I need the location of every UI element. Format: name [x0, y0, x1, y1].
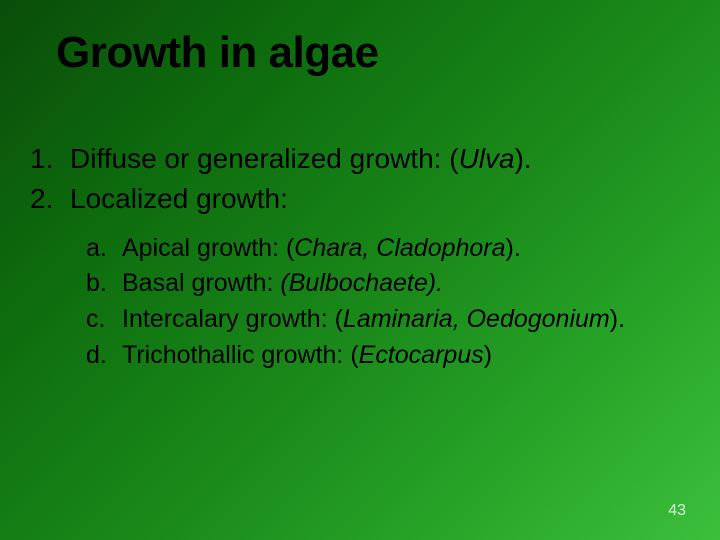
sub-let-b: b.: [86, 267, 122, 301]
main-text-1c: ).: [515, 143, 532, 174]
page-number: 43: [668, 502, 686, 520]
sub-text-c3: ).: [610, 305, 625, 333]
main-item-1: 1.Diffuse or generalized growth: (Ulva).: [30, 140, 690, 178]
main-num-2: 2.: [30, 180, 70, 218]
sub-text-d2: Ectocarpus: [359, 341, 484, 369]
sub-text-b1: Basal growth:: [122, 269, 280, 297]
sub-text-d3: ): [484, 341, 492, 369]
sub-text-d1: Trichothallic growth: (: [122, 341, 359, 369]
main-text-1b: Ulva: [459, 143, 515, 174]
sub-item-a: a.Apical growth: (Chara, Cladophora).: [86, 232, 690, 266]
sub-let-d: d.: [86, 339, 122, 373]
sub-list: a.Apical growth: (Chara, Cladophora). b.…: [86, 232, 690, 373]
sub-text-b2: (Bulbochaete).: [280, 269, 443, 297]
sub-text-a1: Apical growth: (: [122, 234, 294, 262]
slide-title: Growth in algae: [56, 28, 379, 78]
main-item-2: 2.Localized growth:: [30, 180, 690, 218]
main-text-2a: Localized growth:: [70, 183, 288, 214]
sub-item-b: b.Basal growth: (Bulbochaete).: [86, 267, 690, 301]
main-num-1: 1.: [30, 140, 70, 178]
sub-text-a2: Chara, Cladophora: [294, 234, 505, 262]
main-text-1a: Diffuse or generalized growth: (: [70, 143, 459, 174]
sub-let-c: c.: [86, 303, 122, 337]
sub-text-a3: ).: [506, 234, 521, 262]
main-list: 1.Diffuse or generalized growth: (Ulva).…: [30, 140, 690, 375]
sub-item-c: c.Intercalary growth: (Laminaria, Oedogo…: [86, 303, 690, 337]
sub-text-c2: Laminaria, Oedogonium: [343, 305, 610, 333]
sub-text-c1: Intercalary growth: (: [122, 305, 343, 333]
sub-let-a: a.: [86, 232, 122, 266]
slide: Growth in algae 1.Diffuse or generalized…: [0, 0, 720, 540]
sub-item-d: d.Trichothallic growth: (Ectocarpus): [86, 339, 690, 373]
